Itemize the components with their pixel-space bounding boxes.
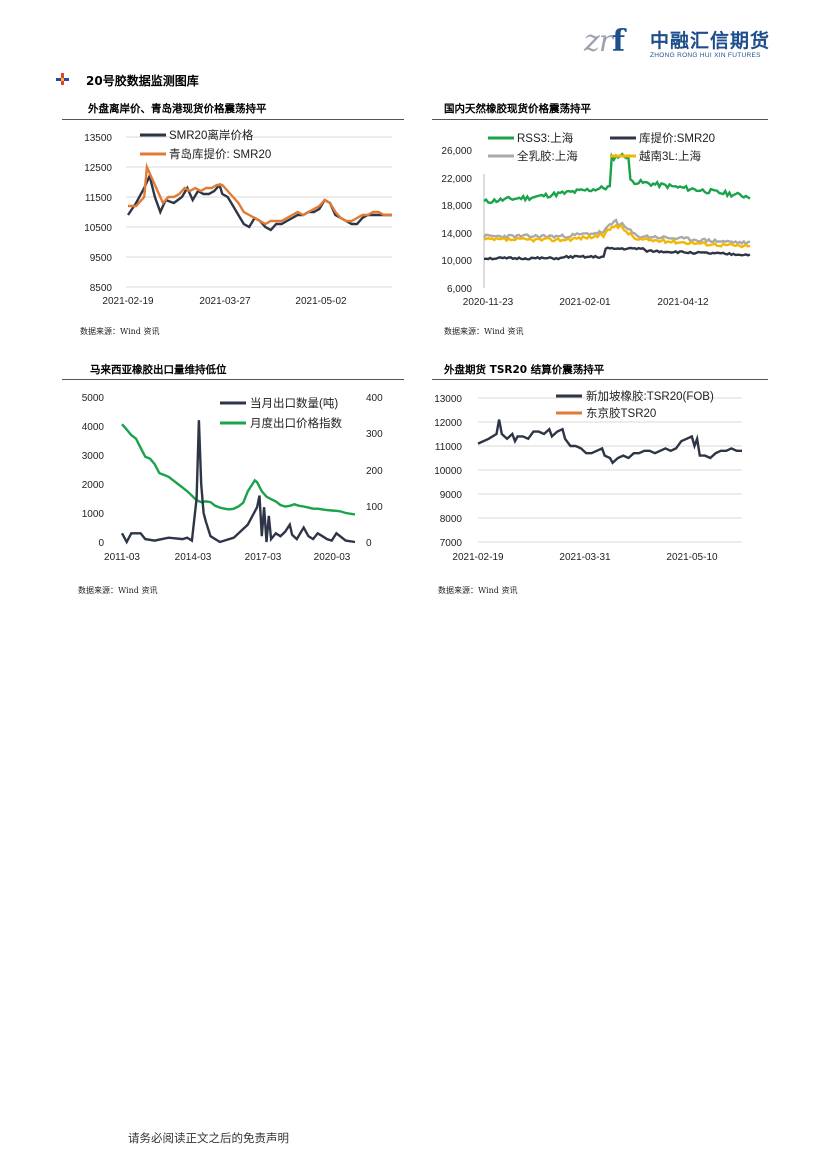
chart-3-y2tick: 300 — [366, 429, 383, 440]
chart-3-ytick: 3000 — [82, 451, 105, 462]
chart-1-rule — [62, 119, 404, 120]
company-logo: zrf 中融汇信期货 ZHONG RONG HUI XIN FUTURES — [584, 22, 784, 66]
chart-1-series-qingdao-line — [128, 162, 392, 226]
chart-2-ytick: 6,000 — [447, 284, 472, 295]
chart-2-xtick: 2021-04-12 — [657, 297, 709, 308]
chart-4-xtick: 2021-02-19 — [452, 552, 504, 563]
chart-3-xtick: 2014-03 — [175, 552, 212, 563]
chart-3-xtick: 2011-03 — [104, 552, 140, 563]
chart-2-legend-label: 库提价:SMR20 — [639, 131, 715, 145]
chart-1-legend-label: SMR20离岸价格 — [169, 128, 254, 142]
chart-2-legend-label: 越南3L:上海 — [639, 149, 701, 163]
chart-4-legend-label: 新加坡橡胶:TSR20(FOB) — [586, 389, 714, 403]
chart-3-title: 马来西亚橡胶出口量维持低位 — [90, 364, 227, 376]
chart-4-legend-label: 东京胶TSR20 — [586, 406, 656, 420]
chart-3-ytick: 5000 — [82, 393, 105, 404]
chart-3-y2tick: 400 — [366, 393, 383, 404]
chart-3-legend-label: 月度出口价格指数 — [250, 416, 342, 430]
chart-2-series-quanru-line — [483, 218, 751, 246]
chart-1-title: 外盘离岸价、青岛港现货价格震荡持平 — [88, 103, 267, 115]
chart-3-series-export-volume-line — [120, 420, 356, 545]
chart-2-series-vietnam3l-line — [483, 223, 751, 249]
chart-1-ytick: 9500 — [90, 253, 113, 264]
chart-4-ytick: 10000 — [434, 466, 462, 477]
chart-3-source: 数据来源：Wind 资讯 — [78, 586, 158, 595]
chart-1-ytick: 12500 — [84, 163, 112, 174]
chart-3-rule — [62, 379, 404, 380]
chart-1-xtick: 2021-05-02 — [295, 296, 347, 307]
chart-2-ytick: 18,000 — [441, 201, 472, 212]
chart-4-ytick: 12000 — [434, 418, 462, 429]
chart-4-ytick: 8000 — [440, 514, 463, 525]
chart-4-ytick: 13000 — [434, 394, 462, 405]
chart-4-ytick: 7000 — [440, 538, 463, 549]
disclaimer-footer: 请务必阅读正文之后的免责声明 — [128, 1131, 289, 1145]
chart-3-ytick: 0 — [98, 538, 104, 549]
chart-2-xtick: 2020-11-23 — [463, 297, 514, 308]
chart-4-source: 数据来源：Wind 资讯 — [438, 586, 518, 595]
chart-2-xtick: 2021-02-01 — [559, 297, 611, 308]
chart-2-ytick: 22,000 — [441, 174, 472, 185]
chart-2: 26,000 22,000 18,000 14,000 10,000 6,000… — [441, 131, 751, 308]
chart-2-ytick: 26,000 — [441, 146, 472, 157]
chart-1-legend-label: 青岛库提价: SMR20 — [169, 147, 271, 161]
chart-1: 13500 12500 11500 10500 9500 8500 2021-0… — [84, 128, 392, 307]
section-marker-icon — [56, 73, 69, 85]
chart-1-ytick: 11500 — [85, 193, 113, 204]
chart-2-legend-label: 全乳胶:上海 — [517, 149, 578, 163]
chart-3-y2tick: 100 — [366, 502, 383, 513]
chart-2-legend-label: RSS3:上海 — [517, 131, 574, 145]
chart-2-series-smr20-line — [483, 246, 751, 261]
chart-4: 13000 12000 11000 10000 9000 8000 7000 2… — [434, 389, 742, 563]
section-title: 20号胶数据监测图库 — [86, 74, 199, 88]
chart-4-title: 外盘期货 TSR20 结算价震荡持平 — [444, 364, 605, 376]
chart-1-xtick: 2021-03-27 — [199, 296, 251, 307]
chart-1-ytick: 8500 — [90, 283, 113, 294]
chart-3-xtick: 2017-03 — [245, 552, 282, 563]
chart-2-rule — [432, 119, 768, 120]
logo-company-name: 中融汇信期货 — [650, 30, 771, 52]
chart-2-ytick: 14,000 — [441, 229, 472, 240]
chart-3-ytick: 2000 — [82, 480, 105, 491]
chart-3-y2tick: 200 — [366, 466, 383, 477]
chart-1-ytick: 13500 — [84, 133, 112, 144]
logo-mark: zrf — [584, 24, 625, 59]
chart-1-source: 数据来源：Wind 资讯 — [80, 327, 160, 336]
chart-1-ytick: 10500 — [84, 223, 112, 234]
chart-3-ytick: 1000 — [82, 509, 105, 520]
chart-4-rule — [432, 379, 768, 380]
chart-3-legend-label: 当月出口数量(吨) — [250, 396, 338, 410]
chart-4-ytick: 11000 — [435, 442, 463, 453]
chart-2-ytick: 10,000 — [441, 256, 472, 267]
chart-4-series-sgx-tsr20-line — [477, 419, 742, 465]
chart-3-ytick: 4000 — [82, 422, 105, 433]
logo-company-name-en: ZHONG RONG HUI XIN FUTURES — [650, 52, 761, 59]
chart-3: 5000 4000 3000 2000 1000 0 400 300 200 1… — [82, 393, 383, 563]
chart-3-y2tick: 0 — [366, 538, 372, 549]
chart-3-series-price-index-line — [121, 423, 356, 516]
chart-4-xtick: 2021-03-31 — [559, 552, 611, 563]
chart-2-source: 数据来源：Wind 资讯 — [444, 327, 524, 336]
chart-3-xtick: 2020-03 — [314, 552, 351, 563]
chart-4-ytick: 9000 — [440, 490, 463, 501]
chart-1-xtick: 2021-02-19 — [102, 296, 154, 307]
chart-2-title: 国内天然橡胶现货价格震荡持平 — [444, 103, 591, 115]
chart-4-xtick: 2021-05-10 — [666, 552, 718, 563]
